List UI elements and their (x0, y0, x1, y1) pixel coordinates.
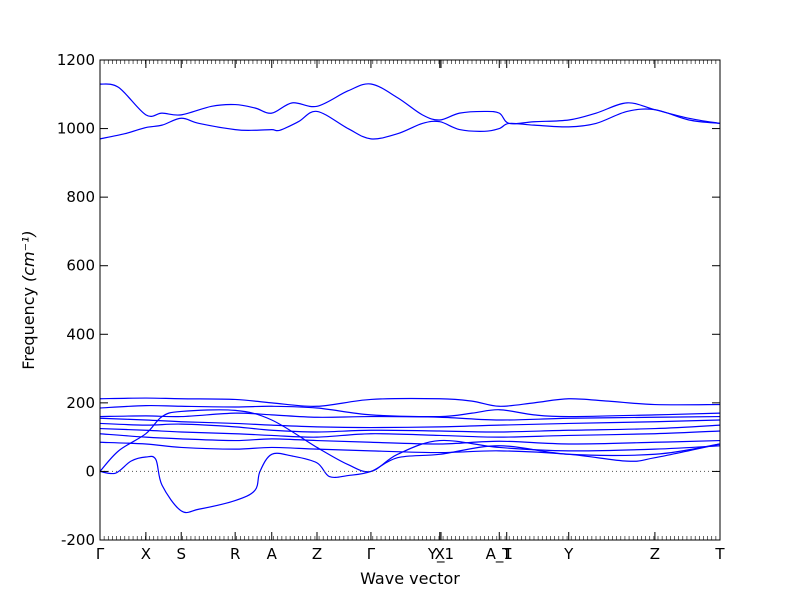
y-axis-label-text: Frequency (19, 287, 38, 370)
band-line-10 (99, 441, 721, 462)
band-line-2 (99, 108, 721, 140)
y-tick-label: 200 (66, 394, 95, 412)
y-tick-label: 800 (66, 188, 95, 206)
plot-frame (99, 59, 721, 541)
x-tick-label: X (435, 545, 445, 563)
y-tick-label: 400 (66, 325, 95, 343)
y-tick-label: -200 (61, 531, 95, 549)
band-line-5 (99, 412, 721, 421)
x-tick-label: Z (650, 545, 660, 563)
y-tick-label: 1200 (57, 51, 95, 69)
y-tick-labels: -200 0 200 400 600 800 1000 1200 (57, 51, 95, 549)
x-tick-label: Γ (367, 545, 376, 563)
y-tick-label: 0 (85, 462, 95, 480)
x-tick-label: T (714, 545, 725, 563)
x-minor-ticks (99, 60, 721, 540)
x-tick-label: A_1 (486, 545, 513, 564)
x-tick-label: Z (312, 545, 322, 563)
band-line-3 (99, 397, 721, 407)
band-line-9 (99, 433, 721, 445)
x-tick-labels: Γ X S R A Z Γ XY_1 A_1T Y Z T (96, 545, 726, 564)
series-lines (99, 83, 721, 514)
band-line-12 (99, 443, 721, 514)
y-axis-label: Frequency (cm⁻¹) (19, 230, 38, 369)
band-line-8 (99, 427, 721, 438)
x-tick-label: Y_1 (427, 545, 454, 564)
x-tick-label: S (176, 545, 186, 563)
x-tick-label: Γ (96, 545, 105, 563)
x-tick-label: R (230, 545, 240, 563)
band-line-11 (99, 409, 721, 473)
x-tick-label: A (267, 545, 278, 563)
x-tick-label: T (501, 545, 512, 563)
y-tick-label: 1000 (57, 120, 95, 138)
high-symmetry-ticks (99, 60, 721, 540)
band-line-1 (99, 83, 721, 125)
y-ticks (100, 59, 720, 541)
x-tick-label: X (141, 545, 151, 563)
y-axis-label-unit: (cm⁻¹) (19, 230, 38, 282)
x-axis-label: Wave vector (360, 569, 460, 588)
band-line-6 (99, 417, 721, 429)
x-tick-label: Y (563, 545, 574, 563)
band-line-7 (99, 422, 721, 433)
y-tick-label: 600 (66, 257, 95, 275)
